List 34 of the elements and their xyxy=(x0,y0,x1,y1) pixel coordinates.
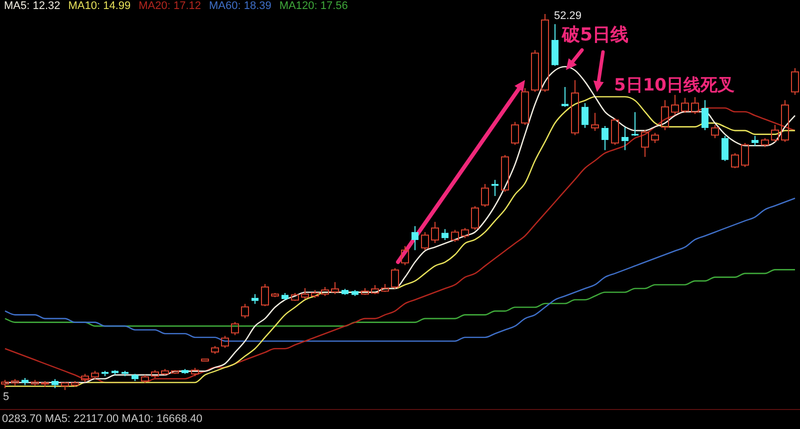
text: 5 xyxy=(3,391,10,403)
candlestick xyxy=(282,292,288,301)
annotation: 破5日线 xyxy=(561,24,629,46)
candlestick xyxy=(342,288,348,294)
candlestick xyxy=(132,373,138,382)
candlestick xyxy=(412,226,418,251)
candlestick xyxy=(622,126,628,151)
candlestick xyxy=(571,80,579,136)
candlestick xyxy=(752,135,758,146)
text: MA5: 12.32 xyxy=(4,0,60,12)
candlestick xyxy=(602,126,608,151)
candlestick xyxy=(331,282,339,295)
candlestick xyxy=(641,130,649,158)
annotation: 5日10日线死叉 xyxy=(614,75,734,96)
candlestick xyxy=(431,221,439,244)
annotation: 52.29 xyxy=(554,10,582,22)
candlestick xyxy=(661,100,669,131)
candlestick xyxy=(252,294,258,304)
text: MA10: 14.99 xyxy=(68,0,131,12)
candlestick xyxy=(591,112,599,132)
candlestick xyxy=(182,368,188,374)
text: MA120: 17.56 xyxy=(279,0,348,12)
candlestick xyxy=(582,102,588,128)
candlestick xyxy=(52,378,58,389)
text: MA60: 18.39 xyxy=(209,0,272,12)
candlestick xyxy=(442,228,448,240)
candlestick xyxy=(22,377,28,386)
candlestick xyxy=(632,112,638,136)
text: MA20: 17.12 xyxy=(138,0,202,12)
text: 0283.70 MA5: 22117.00 MA10: 16668.40 xyxy=(2,413,202,425)
candlestick xyxy=(552,24,558,66)
candlestick xyxy=(492,179,498,196)
candlestick xyxy=(671,94,679,116)
candlestick xyxy=(702,100,708,131)
